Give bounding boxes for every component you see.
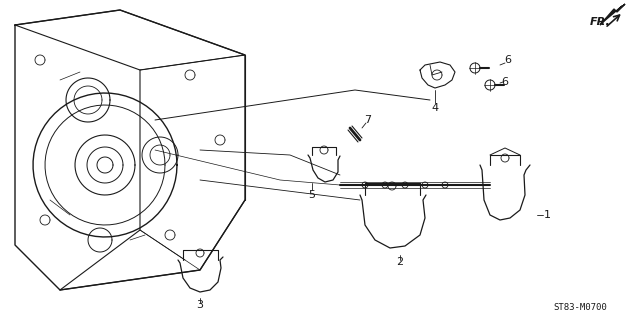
Text: 3: 3 — [196, 300, 203, 310]
Text: FR.: FR. — [590, 17, 610, 27]
Text: 7: 7 — [364, 115, 371, 125]
Text: 1: 1 — [543, 210, 550, 220]
Text: 5: 5 — [308, 190, 315, 200]
Text: 2: 2 — [396, 257, 404, 267]
Text: 6: 6 — [501, 77, 508, 87]
Text: ST83-M0700: ST83-M0700 — [553, 303, 607, 313]
Text: 4: 4 — [431, 103, 438, 113]
Polygon shape — [600, 4, 625, 25]
Text: 6: 6 — [505, 55, 512, 65]
